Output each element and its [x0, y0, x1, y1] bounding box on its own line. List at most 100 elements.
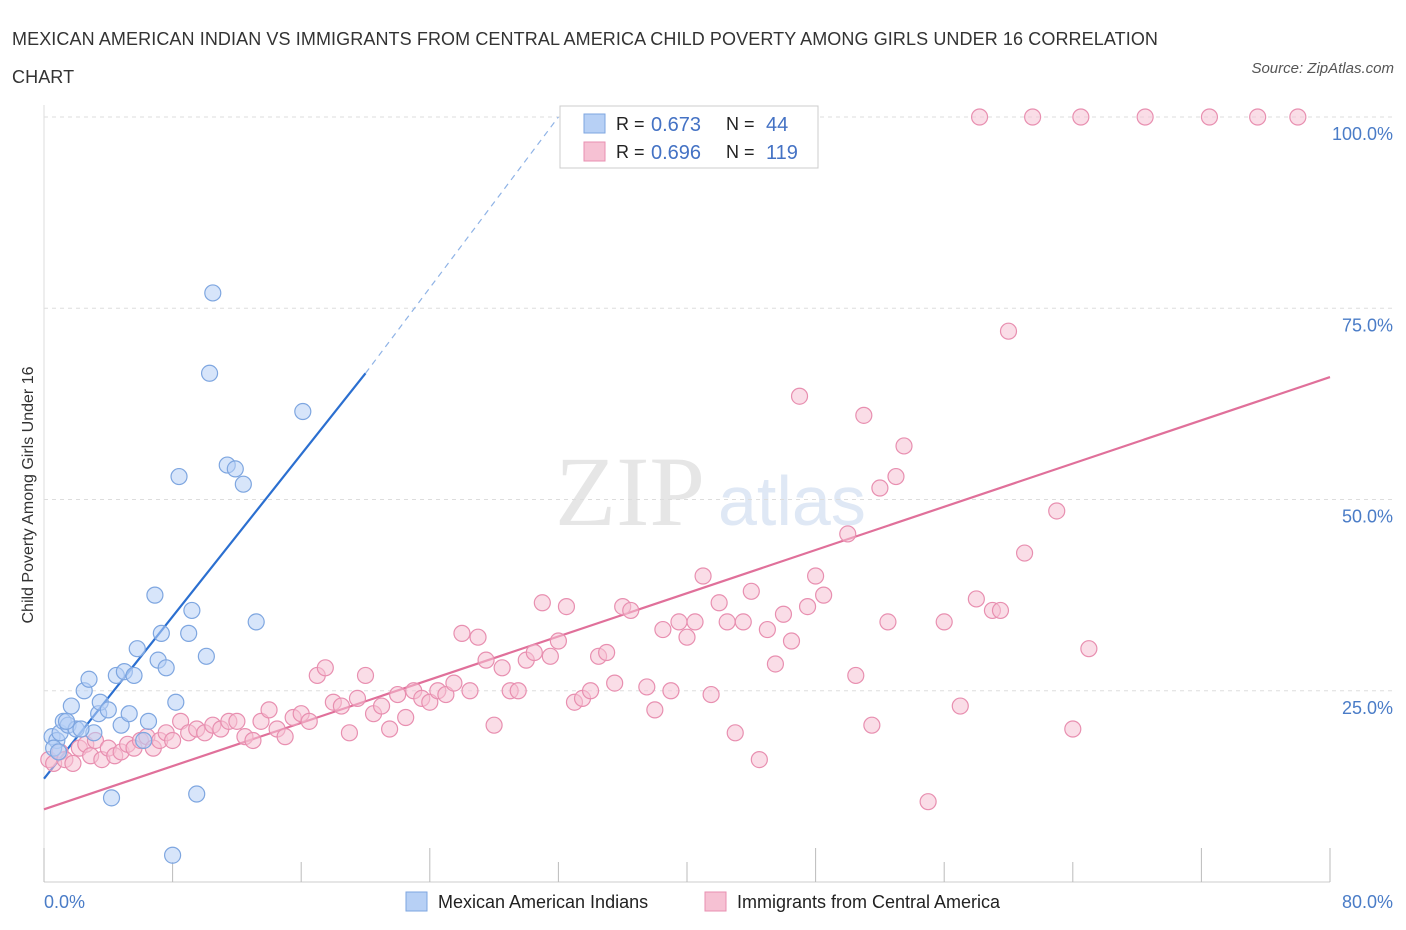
data-points	[40, 108, 1307, 864]
point-immigrants-central-america	[887, 467, 905, 486]
point-immigrants-central-america	[493, 659, 511, 677]
point-mexican-american-indians	[80, 670, 98, 688]
point-immigrants-central-america	[1200, 108, 1219, 126]
point-immigrants-central-america	[678, 628, 696, 646]
point-mexican-american-indians	[139, 712, 158, 730]
point-immigrants-central-america	[541, 647, 559, 665]
point-immigrants-central-america	[734, 613, 752, 631]
legend-n-value-blue: 44	[766, 114, 788, 136]
point-immigrants-central-america	[549, 632, 568, 650]
point-mexican-american-indians	[102, 789, 121, 807]
point-immigrants-central-america	[64, 754, 82, 773]
point-immigrants-central-america	[895, 437, 913, 455]
chart-title: MEXICAN AMERICAN INDIAN VS IMMIGRANTS FR…	[12, 29, 1159, 87]
point-immigrants-central-america	[766, 655, 785, 673]
point-immigrants-central-america	[638, 678, 656, 696]
point-mexican-american-indians	[170, 467, 188, 486]
legend-r-value-blue: 0.673	[651, 114, 701, 136]
point-immigrants-central-america	[919, 793, 937, 811]
point-immigrants-central-america	[477, 651, 495, 669]
point-immigrants-central-america	[461, 682, 479, 700]
point-mexican-american-indians	[180, 624, 198, 642]
bottom-legend: Mexican American Indians Immigrants from…	[405, 891, 1001, 912]
point-immigrants-central-america	[525, 643, 543, 662]
point-immigrants-central-america	[397, 708, 415, 727]
point-immigrants-central-america	[871, 479, 889, 497]
y-tick-label: 100.0%	[1332, 124, 1393, 144]
point-immigrants-central-america	[260, 701, 278, 719]
point-immigrants-central-america	[581, 682, 600, 700]
watermark-atlas: atlas	[718, 462, 866, 540]
point-immigrants-central-america	[1080, 640, 1098, 658]
point-immigrants-central-america	[332, 697, 350, 715]
legend-swatch-pink	[583, 141, 606, 162]
point-mexican-american-indians	[57, 712, 76, 730]
point-immigrants-central-america	[340, 724, 359, 742]
y-axis-label: Child Poverty Among Girls Under 16	[20, 366, 37, 623]
point-immigrants-central-america	[646, 701, 664, 719]
point-immigrants-central-america	[879, 613, 897, 631]
point-immigrants-central-america	[1015, 544, 1034, 562]
point-mexican-american-indians	[197, 647, 215, 665]
point-immigrants-central-america	[1064, 720, 1082, 738]
point-immigrants-central-america	[485, 716, 503, 734]
point-immigrants-central-america	[815, 586, 833, 604]
point-mexican-american-indians	[164, 846, 182, 864]
point-immigrants-central-america	[276, 728, 294, 746]
point-immigrants-central-america	[533, 594, 551, 612]
y-tick-label: 50.0%	[1342, 507, 1393, 527]
legend-box: R = 0.673 N = 44 R = 0.696 N = 119	[559, 105, 819, 169]
point-immigrants-central-america	[654, 620, 672, 639]
watermark-zip: ZIP	[555, 436, 705, 547]
point-mexican-american-indians	[226, 460, 244, 478]
point-immigrants-central-america	[782, 632, 801, 650]
chart-source: Source: ZipAtlas.com	[1251, 60, 1394, 77]
point-immigrants-central-america	[726, 724, 744, 742]
y-tick-label: 75.0%	[1342, 315, 1393, 335]
point-immigrants-central-america	[348, 689, 367, 708]
bottom-legend-label-pink: Immigrants from Central America	[737, 892, 1001, 912]
point-immigrants-central-america	[758, 620, 776, 639]
point-immigrants-central-america	[710, 594, 728, 612]
point-immigrants-central-america	[316, 659, 334, 677]
point-immigrants-central-america	[557, 597, 576, 616]
point-mexican-american-indians	[125, 666, 143, 685]
point-immigrants-central-america	[1024, 108, 1042, 126]
point-mexican-american-indians	[204, 284, 222, 302]
point-mexican-american-indians	[152, 624, 170, 642]
point-mexican-american-indians	[247, 613, 265, 631]
point-immigrants-central-america	[855, 406, 873, 424]
point-immigrants-central-america	[951, 697, 969, 715]
legend-r-label-pink: R =	[616, 142, 645, 162]
point-immigrants-central-america	[798, 597, 817, 616]
point-mexican-american-indians	[167, 693, 185, 711]
y-tick-label: 25.0%	[1342, 698, 1393, 718]
point-immigrants-central-america	[790, 387, 809, 405]
point-mexican-american-indians	[146, 586, 164, 604]
point-immigrants-central-america	[228, 712, 246, 730]
point-immigrants-central-america	[381, 720, 399, 738]
point-immigrants-central-america	[606, 674, 624, 692]
point-immigrants-central-america	[742, 582, 760, 600]
point-immigrants-central-america	[164, 731, 182, 750]
point-immigrants-central-america	[372, 697, 391, 715]
point-immigrants-central-america	[970, 108, 989, 126]
point-mexican-american-indians	[234, 475, 252, 493]
point-immigrants-central-america	[1072, 108, 1090, 126]
point-immigrants-central-america	[445, 674, 463, 692]
point-immigrants-central-america	[453, 624, 471, 642]
point-immigrants-central-america	[356, 666, 375, 685]
point-mexican-american-indians	[294, 402, 312, 421]
point-immigrants-central-america	[1136, 108, 1154, 126]
point-immigrants-central-america	[847, 666, 865, 685]
point-mexican-american-indians	[183, 601, 201, 620]
point-immigrants-central-america	[598, 643, 616, 662]
point-mexican-american-indians	[128, 640, 146, 658]
point-immigrants-central-america	[839, 525, 857, 543]
x-tick-label-min: 0.0%	[44, 892, 85, 912]
legend-r-label-blue: R =	[616, 114, 645, 134]
x-tick-label-max: 80.0%	[1342, 892, 1393, 912]
trend-line-extension-mexican-american-indians	[365, 116, 559, 374]
point-immigrants-central-america	[702, 685, 720, 704]
